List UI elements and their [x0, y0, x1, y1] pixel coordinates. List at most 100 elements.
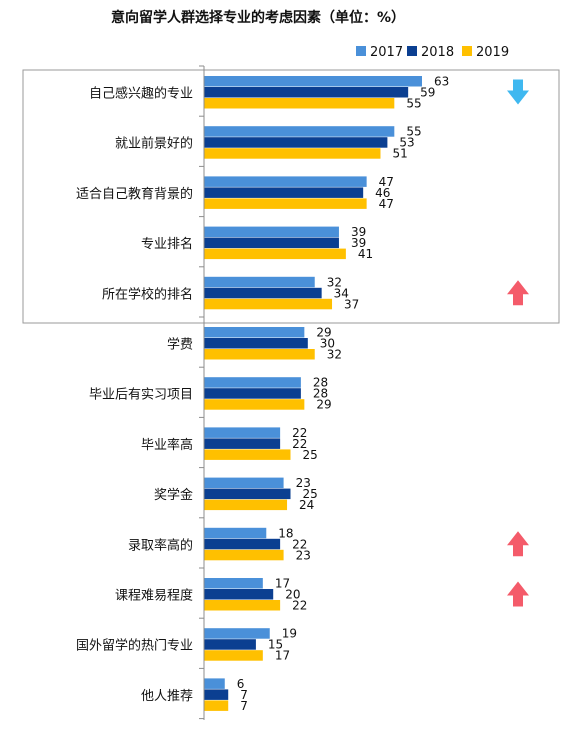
- bar-10-2019: [204, 600, 281, 611]
- value-label-4-2017: 32: [327, 275, 342, 289]
- bar-1-2017: [204, 126, 395, 137]
- value-label-9-2017: 18: [278, 526, 293, 540]
- bar-9-2018: [204, 538, 281, 550]
- bar-9-2019: [204, 549, 284, 561]
- bar-0-2019: [204, 98, 395, 109]
- bar-2-2018: [204, 187, 364, 198]
- bar-5-2018: [204, 338, 308, 349]
- bar-4-2019: [204, 298, 333, 310]
- bar-8-2017: [204, 477, 284, 489]
- bar-0-2018: [204, 87, 409, 98]
- value-label-9-2018: 22: [292, 537, 307, 551]
- arrow-down-icon-0: [507, 79, 529, 105]
- value-label-5-2017: 29: [316, 326, 331, 340]
- value-label-6-2019: 29: [316, 398, 331, 412]
- legend-swatch-2019: [462, 46, 472, 56]
- arrow-up-icon-2: [507, 531, 529, 557]
- value-label-10-2019: 22: [292, 599, 307, 613]
- legend-label-2018: 2018: [421, 45, 454, 60]
- value-label-12-2018: 7: [240, 688, 248, 702]
- value-label-3-2018: 39: [351, 236, 366, 250]
- labels-layer: 635955自己感兴趣的专业555351就业前景好的474647适合自己教育背景…: [76, 75, 449, 713]
- value-label-11-2018: 15: [268, 638, 283, 652]
- value-label-1-2017: 55: [406, 125, 421, 139]
- value-label-7-2019: 25: [303, 448, 318, 462]
- value-label-11-2019: 17: [275, 649, 290, 663]
- category-label-11: 国外留学的热门专业: [76, 638, 193, 654]
- bar-2-2017: [204, 176, 367, 187]
- value-label-7-2017: 22: [292, 426, 307, 440]
- value-label-8-2018: 25: [303, 487, 318, 501]
- category-label-7: 毕业率高: [141, 437, 193, 453]
- value-label-6-2018: 28: [313, 387, 328, 401]
- value-label-8-2017: 23: [296, 476, 311, 490]
- category-label-10: 课程难易程度: [115, 588, 193, 604]
- legend-swatch-2017: [356, 46, 366, 56]
- bar-6-2018: [204, 388, 301, 399]
- bar-11-2017: [204, 628, 270, 639]
- value-label-2-2017: 47: [379, 175, 394, 189]
- category-label-0: 自己感兴趣的专业: [89, 86, 193, 102]
- arrows-layer: [507, 79, 529, 607]
- category-label-6: 毕业后有实习项目: [89, 388, 193, 403]
- value-label-11-2017: 19: [282, 627, 297, 641]
- bar-7-2018: [204, 438, 281, 449]
- bar-7-2017: [204, 427, 281, 438]
- bar-3-2017: [204, 226, 339, 238]
- value-label-8-2019: 24: [299, 498, 314, 512]
- bar-12-2017: [204, 678, 225, 689]
- bar-10-2017: [204, 578, 263, 589]
- bar-11-2018: [204, 639, 256, 650]
- category-label-9: 录取率高的: [128, 537, 193, 553]
- category-label-4: 所在学校的排名: [102, 286, 193, 302]
- value-label-1-2018: 53: [399, 136, 414, 150]
- legend-label-2019: 2019: [476, 45, 509, 60]
- bar-4-2017: [204, 276, 315, 288]
- value-label-12-2019: 7: [240, 699, 248, 713]
- value-label-0-2019: 55: [406, 97, 421, 111]
- chart-title: 意向留学人群选择专业的考虑因素（单位：%）: [111, 9, 405, 26]
- bar-2-2019: [204, 198, 367, 209]
- bar-5-2017: [204, 327, 305, 338]
- category-label-8: 奖学金: [154, 487, 193, 503]
- bar-6-2017: [204, 377, 301, 388]
- legend-swatch-2018: [407, 46, 417, 56]
- category-label-2: 适合自己教育背景的: [76, 186, 193, 202]
- axis-layer: [199, 65, 205, 720]
- value-label-9-2019: 23: [296, 548, 311, 562]
- value-label-10-2018: 20: [285, 588, 300, 602]
- arrow-up-icon-3: [507, 581, 529, 607]
- bar-11-2019: [204, 650, 263, 661]
- bar-9-2017: [204, 527, 267, 539]
- category-label-12: 他人推荐: [141, 689, 193, 704]
- bar-8-2019: [204, 499, 288, 511]
- arrow-up-icon-1: [507, 280, 529, 306]
- value-label-10-2017: 17: [275, 577, 290, 591]
- bar-8-2018: [204, 488, 291, 500]
- bar-3-2019: [204, 248, 346, 260]
- value-label-5-2018: 30: [320, 337, 335, 351]
- highlight-box: [22, 69, 560, 324]
- bar-1-2019: [204, 148, 381, 159]
- category-label-3: 专业排名: [141, 236, 193, 252]
- bar-7-2019: [204, 449, 291, 460]
- bar-12-2019: [204, 700, 229, 711]
- value-label-2-2019: 47: [379, 197, 394, 211]
- value-label-1-2019: 51: [392, 147, 407, 161]
- value-label-0-2018: 59: [420, 86, 435, 100]
- bar-4-2018: [204, 287, 322, 299]
- bar-0-2017: [204, 76, 422, 87]
- value-label-2-2018: 46: [375, 186, 390, 200]
- bars-layer: [204, 76, 422, 711]
- bar-3-2018: [204, 237, 339, 249]
- value-label-12-2017: 6: [237, 677, 245, 691]
- value-label-5-2019: 32: [327, 348, 342, 362]
- value-label-4-2018: 34: [334, 286, 349, 300]
- value-label-3-2019: 41: [358, 247, 373, 261]
- category-label-5: 学费: [167, 337, 193, 353]
- bar-6-2019: [204, 399, 305, 410]
- value-label-4-2019: 37: [344, 297, 359, 311]
- value-label-0-2017: 63: [434, 75, 449, 89]
- highlight-box-layer: [22, 69, 560, 324]
